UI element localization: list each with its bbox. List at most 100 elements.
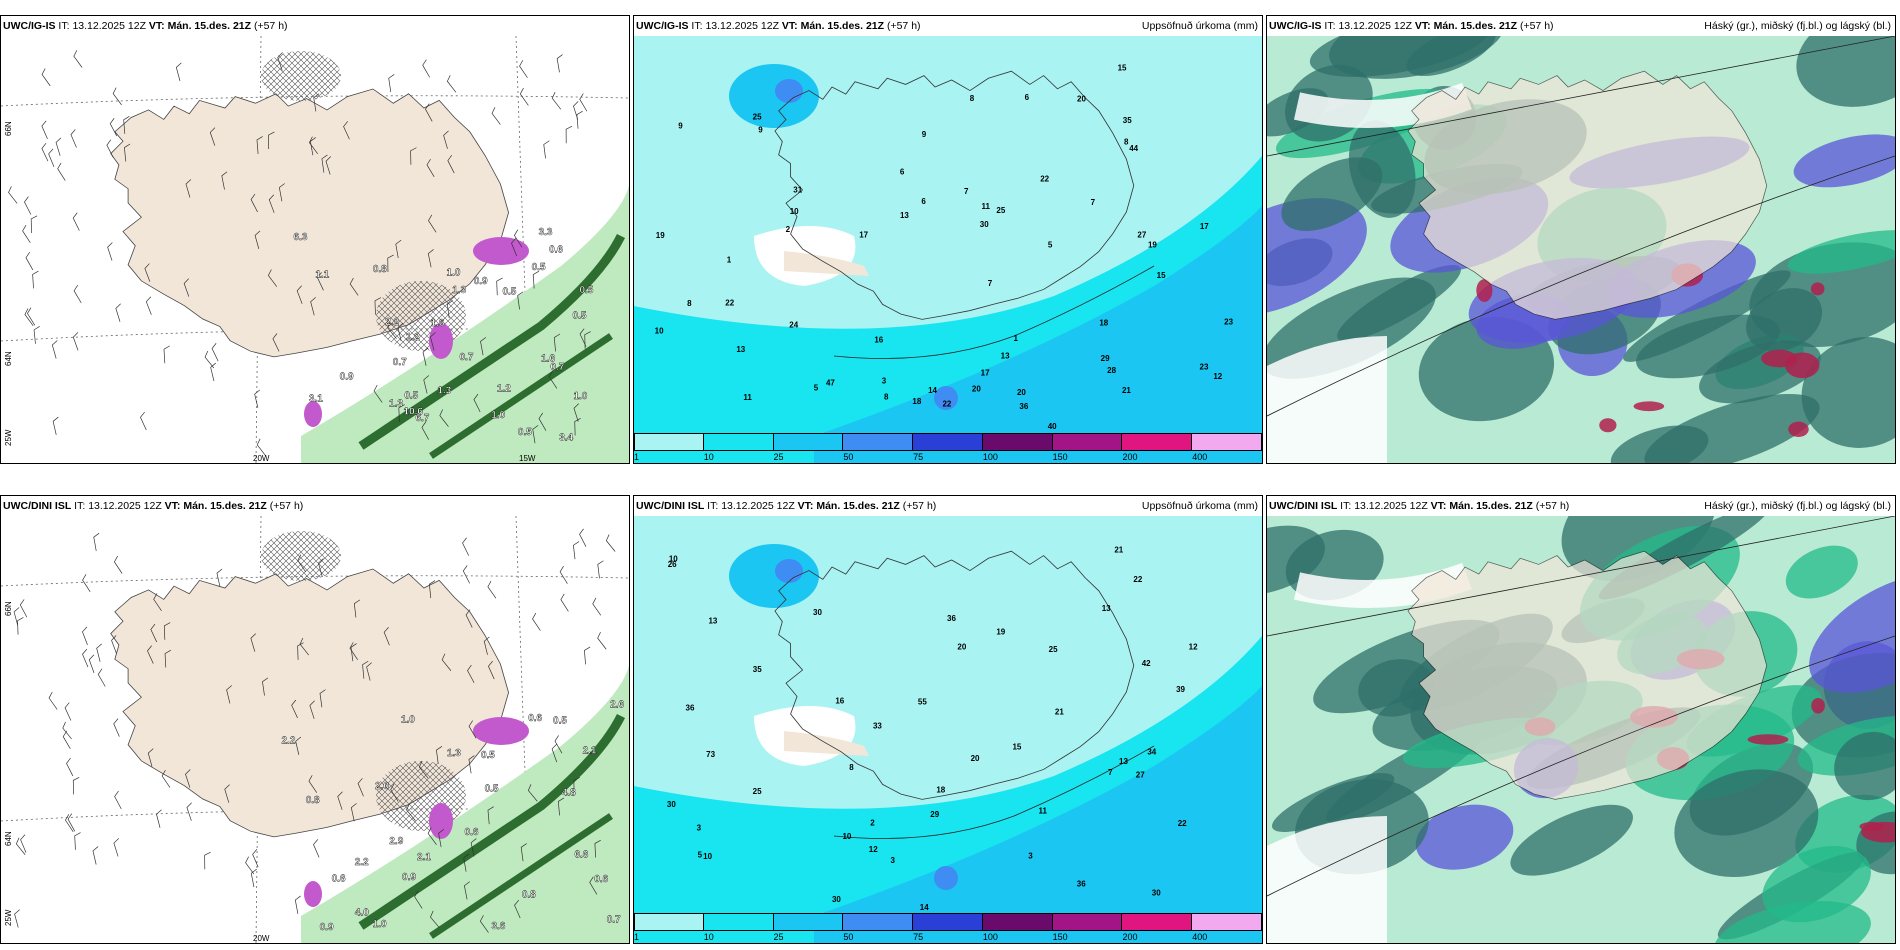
wind-barb <box>175 62 182 81</box>
precip-value-label: 22 <box>1178 819 1187 828</box>
wind-barb-shaft <box>65 814 74 832</box>
precip-value-label: 25 <box>753 787 762 796</box>
snow-value-label: 10.6 <box>404 406 424 417</box>
precip-value-label: 40 <box>1048 422 1057 431</box>
precip-value-label: 35 <box>1123 116 1132 125</box>
precip-map[interactable]: 12 13 13 10 8 30 20 55 19 22 21 16 20 11 12 10 3 3 3 2 13 25 2… <box>634 516 1262 943</box>
wind-barb-shaft <box>41 120 48 140</box>
precip-value-label: 10 <box>655 326 664 335</box>
wind-barb-shaft <box>221 171 228 190</box>
snow-value-label: 2.0 <box>375 781 389 792</box>
wind-map[interactable]: 66N 64N 25W 20W 15W 0.5 1.1 0.5 1.3 0.7 3.4 1.3 1.6 0… <box>1 36 629 463</box>
wind-barb-shaft <box>574 418 581 436</box>
graticule-line <box>1 95 629 107</box>
wind-barb <box>67 813 76 832</box>
wind-barb <box>366 662 372 681</box>
model-name: UWC/IG-IS <box>1269 20 1322 32</box>
wind-barb <box>473 393 481 413</box>
wind-barb <box>33 326 40 344</box>
wind-map[interactable]: 66N 64N 25W 20W 2.1 0.6 0.6 2.1 2.0 6.6 4.8 0.9 0.6 0… <box>1 516 629 943</box>
wind-barb-shaft <box>250 193 258 213</box>
precip-value-label: 11 <box>982 202 991 211</box>
model-name: UWC/DINI ISL <box>1269 500 1338 512</box>
wind-barb <box>291 699 298 719</box>
wind-barb <box>163 622 171 640</box>
wind-barb <box>82 626 88 646</box>
wind-barb-shaft <box>254 389 261 408</box>
wind-barb-shaft <box>511 237 518 257</box>
wind-barb-shaft <box>291 699 298 719</box>
wind-barb-shaft <box>209 127 216 146</box>
wind-barb <box>113 718 120 737</box>
wind-barb-shaft <box>52 416 59 436</box>
colorbar-tick-label: 25 <box>773 932 784 942</box>
wind-barb-shaft <box>299 637 309 656</box>
clear-sky-area <box>1267 336 1387 463</box>
wind-barb-shaft <box>186 802 192 821</box>
wind-barb <box>124 143 131 162</box>
wind-barb-shaft <box>82 574 91 593</box>
model-name: UWC/IG-IS <box>636 20 689 32</box>
wind-barb <box>52 416 59 436</box>
wind-barb <box>383 627 390 646</box>
rain-heavy-band <box>358 233 626 450</box>
wind-barb <box>425 103 433 122</box>
cloud-map[interactable] <box>1267 516 1895 943</box>
wind-barb <box>446 300 454 319</box>
wind-barb <box>551 743 558 763</box>
wind-barb <box>8 186 18 204</box>
snow-value-label: 3.6 <box>491 921 505 932</box>
contour-line <box>833 265 1155 359</box>
wind-barb <box>268 194 275 213</box>
wind-barb-shaft <box>532 425 539 444</box>
wind-barb-shaft <box>597 560 604 579</box>
snow-value-label: 2.2 <box>281 735 295 746</box>
wind-barb-shaft <box>309 137 316 156</box>
precip-value-label: 12 <box>1189 643 1198 652</box>
precip-value-label: 17 <box>981 369 990 378</box>
wind-barb <box>553 333 561 352</box>
init-time: 13.12.2025 12Z <box>72 20 146 32</box>
wind-barb <box>254 389 261 408</box>
wind-barb <box>576 110 583 129</box>
wind-barb <box>278 183 285 202</box>
wind-barb <box>30 215 38 233</box>
model-name: UWC/IG-IS <box>3 20 56 32</box>
precip-value-label: 13 <box>1001 351 1010 360</box>
snow-value-label: 0.6 <box>594 874 608 885</box>
snow-value-label: 0.7 <box>550 362 564 373</box>
valid-time: Mán. 15.des. 21Z <box>1449 500 1533 512</box>
wind-barb <box>256 136 263 154</box>
snow-value-label: 1.3 <box>389 399 403 410</box>
wind-barb <box>88 654 95 674</box>
snow-value-label: 2.6 <box>610 699 624 710</box>
panel-title: Háský (gr.), miðský (fj.bl.) og lágský (… <box>1704 500 1891 512</box>
wind-barb-shaft <box>467 664 475 684</box>
precip-value-label: 36 <box>686 704 695 713</box>
cloud-patch <box>1834 731 1895 801</box>
wind-barb-shaft <box>256 136 263 154</box>
grid-line <box>1267 516 1895 637</box>
wind-barb <box>465 609 473 628</box>
precip-value-label: 13 <box>900 211 909 220</box>
snow-value-label: 0.6 <box>528 713 542 724</box>
precip-map[interactable]: 8 6 7 7 3 8 9 8 10 8 2 30 20 44 18 14 13 12 22 17 9 1 1 6 5 11 21 1… <box>634 36 1262 463</box>
snow-heavy-area <box>429 323 453 359</box>
wind-barb-shaft <box>254 230 261 249</box>
cloud-high-patch <box>1761 349 1798 368</box>
snow-heavy-area <box>304 401 322 427</box>
colorbar-swatch <box>703 433 774 451</box>
wind-barb <box>374 297 382 315</box>
cloud-map[interactable] <box>1267 36 1895 463</box>
panel-header: UWC/IG-IS IT: 13.12.2025 12Z VT: Mán. 15… <box>3 20 288 32</box>
wind-barb <box>226 685 232 704</box>
wind-barb-shaft <box>428 214 437 233</box>
colorbar-swatch <box>1052 433 1123 451</box>
wind-barb-shaft <box>272 333 280 352</box>
precip-value-label: 19 <box>656 231 665 240</box>
wind-barb <box>349 642 359 661</box>
colorbar-tick-label: 25 <box>773 452 784 462</box>
wind-barb <box>72 332 79 351</box>
precip-value-label: 6 <box>921 197 926 206</box>
wind-barb <box>421 421 430 440</box>
